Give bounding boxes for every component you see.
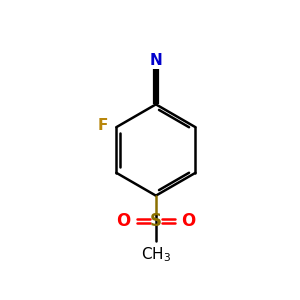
Text: O: O xyxy=(116,212,130,230)
Text: F: F xyxy=(98,118,108,133)
Text: N: N xyxy=(149,52,162,68)
Text: O: O xyxy=(182,212,196,230)
Text: CH$_3$: CH$_3$ xyxy=(141,246,171,264)
Text: S: S xyxy=(150,212,162,230)
